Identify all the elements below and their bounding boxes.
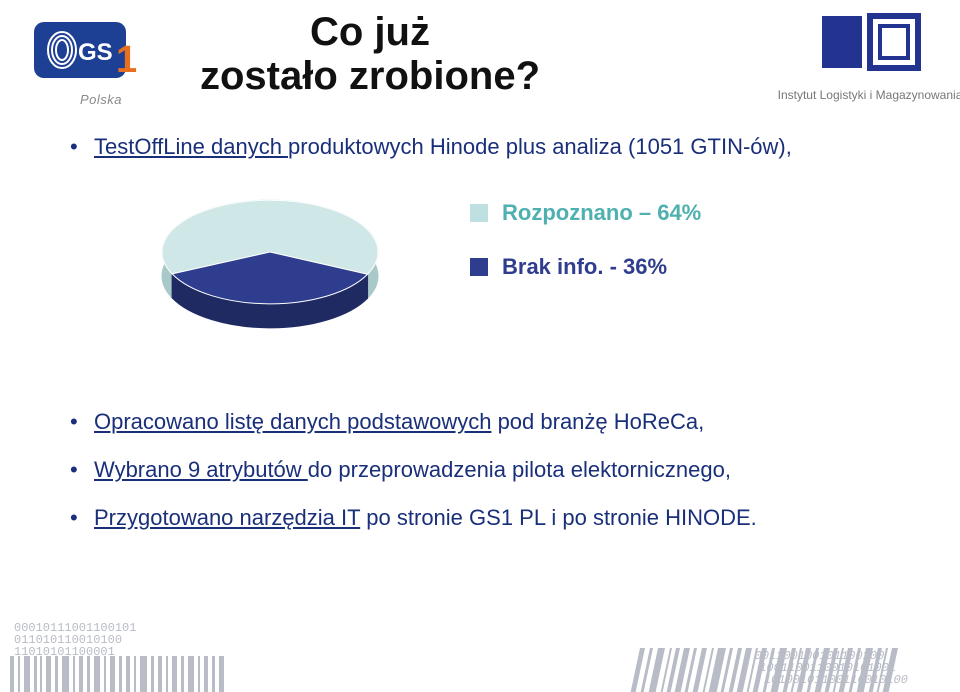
bullet-lower-2: Przygotowano narzędzia IT po stronie GS1… [70, 501, 900, 535]
svg-text:1: 1 [116, 39, 137, 81]
bullet-lower-1-emph: Wybrano 9 atrybutów [94, 457, 308, 482]
bullet-top: TestOffLine danych produktowych Hinode p… [70, 130, 900, 164]
pie-chart [140, 170, 400, 370]
title-line-1: Co już [170, 10, 570, 54]
lower-bullets: Opracowano listę danych podstawowych pod… [70, 405, 900, 549]
bullet-lower-0-rest: pod branżę HoReCa, [491, 409, 704, 434]
bullet-lower-1: Wybrano 9 atrybutów do przeprowadzenia p… [70, 453, 900, 487]
bullet-lower-1-rest: do przeprowadzenia pilota elektorniczneg… [308, 457, 731, 482]
barcode-stripes-left [10, 656, 230, 692]
legend-label-0: Rozpoznano – 64% [502, 200, 701, 226]
binary-digits-left: 00010111001100101 011010110010100 110101… [14, 622, 136, 658]
slide: GS 1 Polska Instytut Logistyki i Magazyn… [0, 0, 960, 692]
legend-item-1: Brak info. - 36% [470, 254, 701, 280]
svg-text:GS: GS [78, 39, 113, 66]
gs1-sublabel: Polska [80, 92, 122, 107]
ilim-logo: Instytut Logistyki i Magazynowania [810, 8, 930, 108]
slide-title: Co już zostało zrobione? [170, 10, 570, 98]
chart-legend: Rozpoznano – 64% Brak info. - 36% [470, 200, 701, 308]
content-area: TestOffLine danych produktowych Hinode p… [70, 130, 900, 172]
barcode-stripes-right [620, 648, 920, 692]
ilim-caption: Instytut Logistyki i Magazynowania [730, 88, 960, 102]
bullet-lower-2-rest: po stronie GS1 PL i po stronie HINODE. [360, 505, 757, 530]
legend-swatch-1 [470, 258, 488, 276]
title-line-2: zostało zrobione? [170, 54, 570, 98]
chart-row: Rozpoznano – 64% Brak info. - 36% [120, 170, 820, 380]
legend-swatch-0 [470, 204, 488, 222]
bullet-top-rest: produktowych Hinode plus analiza (1051 G… [288, 134, 792, 159]
bullet-top-emph: TestOffLine danych [94, 134, 288, 159]
legend-item-0: Rozpoznano – 64% [470, 200, 701, 226]
bullet-lower-2-emph: Przygotowano narzędzia IT [94, 505, 360, 530]
footer-deco: 00010111001100101 011010110010100 110101… [0, 612, 960, 692]
bullet-lower-0-emph: Opracowano listę danych podstawowych [94, 409, 491, 434]
legend-label-1: Brak info. - 36% [502, 254, 667, 280]
bullet-lower-0: Opracowano listę danych podstawowych pod… [70, 405, 900, 439]
